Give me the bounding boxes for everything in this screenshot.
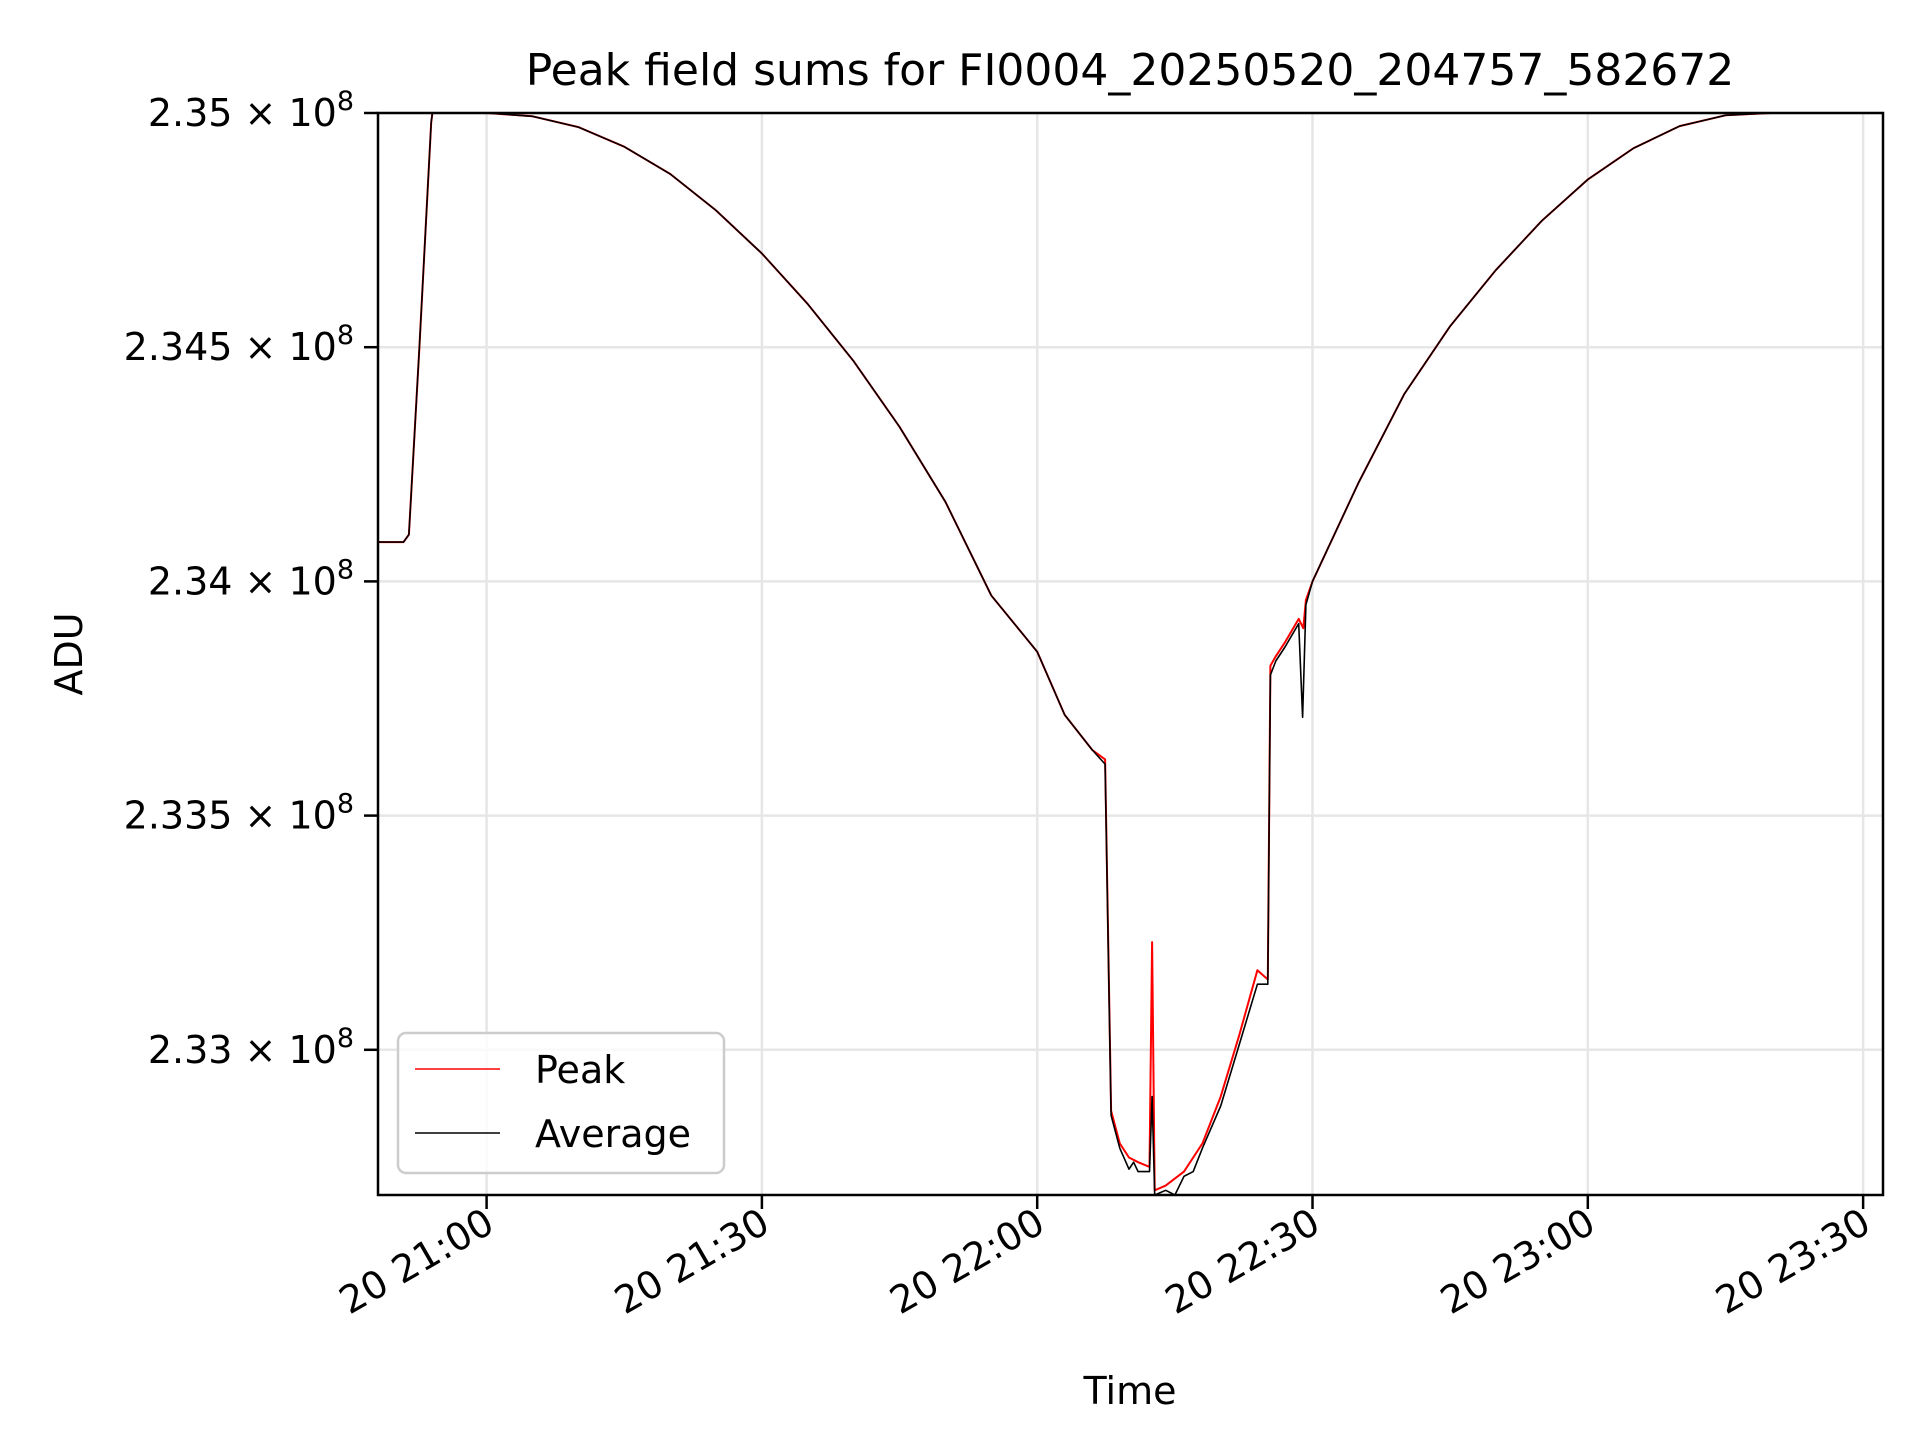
series-lines [378, 113, 1883, 1195]
legend: Peak Average [396, 1031, 726, 1175]
plot-frame [376, 111, 1885, 1197]
y-tick-label: 2.335 × 108 [124, 789, 354, 838]
y-tick-label: 2.33 × 108 [148, 1023, 354, 1072]
series-line-average [378, 113, 1883, 1195]
chart-title: Peak field sums for FI0004_20250520_2047… [526, 45, 1735, 96]
x-axis-label: Time [1083, 1369, 1177, 1413]
legend-label-average: Average [535, 1112, 691, 1156]
plot-area [378, 113, 1883, 1195]
legend-box [396, 1031, 726, 1175]
y-tick-label: 2.34 × 108 [148, 554, 354, 603]
y-axis-label: ADU [47, 612, 91, 695]
y-axis-ticks: 2.33 × 108 2.335 × 108 2.34 × 108 2.345 × 1… [124, 86, 378, 1072]
y-tick-label: 2.345 × 108 [124, 320, 354, 369]
y-tick-label: 2.35 × 108 [148, 86, 354, 135]
legend-label-peak: Peak [535, 1048, 625, 1092]
